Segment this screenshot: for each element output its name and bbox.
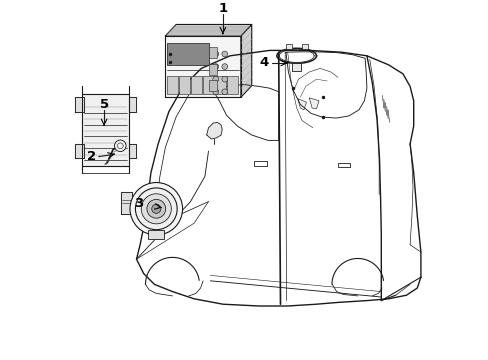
Circle shape [130,183,182,235]
Polygon shape [297,99,306,110]
Polygon shape [75,144,84,158]
Bar [167,76,178,94]
Bar [215,76,225,94]
Polygon shape [241,24,251,97]
Circle shape [212,89,218,95]
Polygon shape [75,97,84,112]
Circle shape [222,51,227,57]
Bar [292,63,301,71]
Circle shape [135,188,177,230]
Circle shape [222,89,227,95]
Circle shape [222,76,227,82]
Polygon shape [129,97,136,112]
Bar [167,43,208,66]
Text: 2: 2 [87,150,96,163]
Text: 3: 3 [133,197,142,210]
Circle shape [212,76,218,82]
Bar [226,76,238,94]
Polygon shape [165,24,251,36]
Bar [301,44,307,49]
Polygon shape [82,94,129,166]
Circle shape [222,64,227,69]
Bar [209,47,216,58]
Bar [148,230,164,239]
Text: 4: 4 [259,57,268,69]
Circle shape [212,51,218,57]
Text: 1: 1 [218,3,227,15]
Circle shape [141,194,171,224]
Bar [203,76,214,94]
Polygon shape [165,36,241,97]
Bar [179,76,190,94]
Circle shape [212,64,218,69]
Bar [254,161,266,166]
Polygon shape [121,192,132,214]
Bar [285,44,291,49]
Bar [337,163,349,167]
Circle shape [146,199,165,218]
Bar [191,76,202,94]
Polygon shape [129,144,136,158]
Text: 5: 5 [100,98,108,111]
Polygon shape [309,98,318,109]
Bar [209,63,216,75]
Bar [209,80,216,91]
Circle shape [151,204,161,213]
Circle shape [114,140,126,152]
Polygon shape [206,122,222,139]
